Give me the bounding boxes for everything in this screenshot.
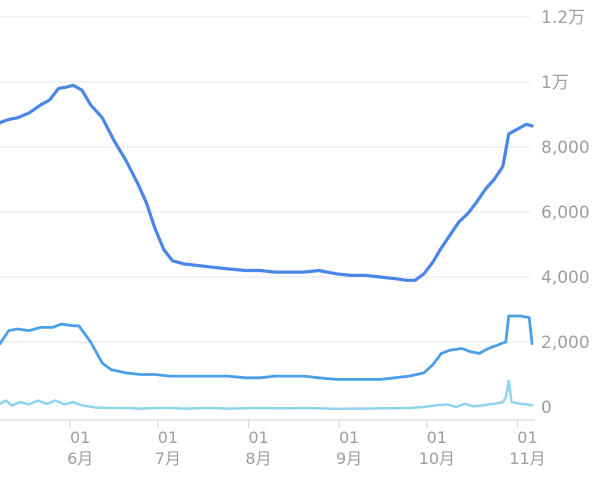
x-axis: 01 6月 01 7月 01 8月 01 9月 01 10月 01 11月	[0, 419, 546, 468]
x-tick-day-label: 01	[70, 428, 90, 447]
x-tick-day-label: 01	[427, 428, 447, 447]
series-line	[0, 83, 534, 282]
y-tick-label: 2,000	[541, 333, 590, 353]
series-lines	[0, 83, 534, 411]
x-tick-day-label: 01	[248, 428, 268, 447]
y-tick-label: 4,000	[541, 268, 590, 288]
y-tick-label: 8,000	[541, 138, 590, 158]
y-axis: 1.2万 1万 8,000 6,000 4,000 2,000 0	[541, 8, 590, 418]
y-tick-label: 1万	[541, 73, 569, 93]
series-line	[0, 314, 534, 381]
x-tick-day-label: 01	[339, 428, 359, 447]
x-tick-month-label: 9月	[336, 449, 362, 468]
x-tick-month-label: 8月	[245, 449, 271, 468]
y-tick-label: 0	[541, 398, 552, 418]
x-tick-month-label: 10月	[419, 449, 455, 468]
x-tick-month-label: 11月	[509, 449, 545, 468]
series-line	[0, 379, 534, 411]
gridlines	[0, 16, 530, 343]
x-tick-day-label: 01	[158, 428, 178, 447]
x-tick-day-label: 01	[517, 428, 537, 447]
x-tick-month-label: 7月	[155, 449, 181, 468]
x-tick-month-label: 6月	[67, 449, 93, 468]
y-tick-label: 1.2万	[541, 8, 585, 28]
y-tick-label: 6,000	[541, 203, 590, 223]
